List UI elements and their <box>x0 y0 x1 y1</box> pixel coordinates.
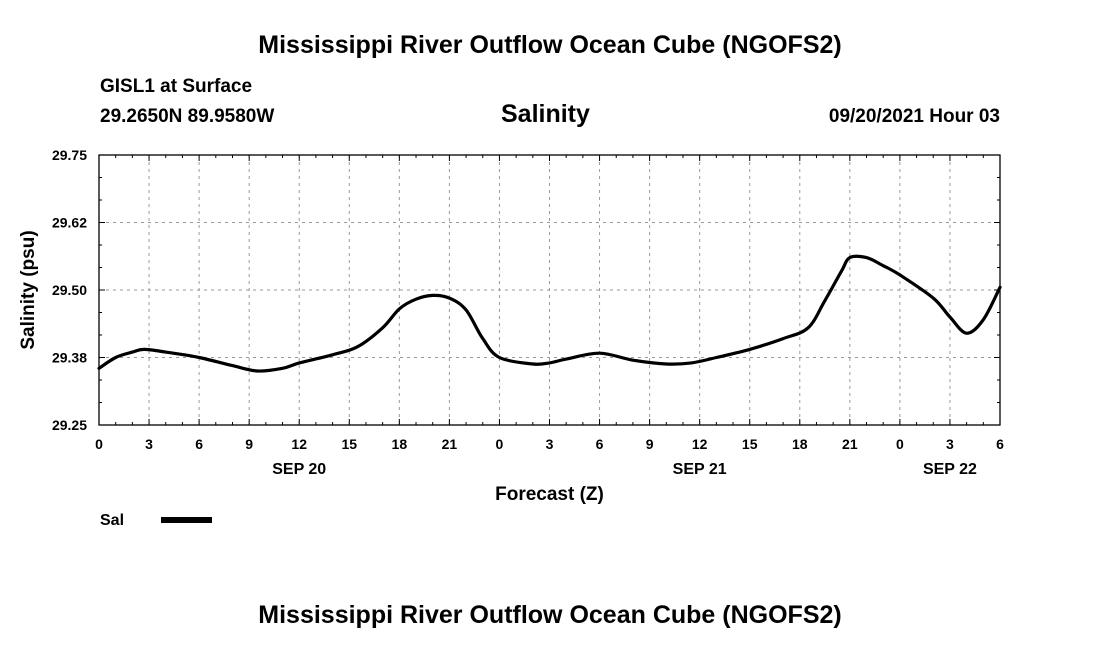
x-tick-label: 15 <box>742 436 758 452</box>
x-tick-label: 15 <box>341 436 357 452</box>
x-tick-label: 6 <box>195 436 203 452</box>
station-label: GISL1 at Surface <box>100 76 253 97</box>
station-coordinates: 29.2650N 89.9580W <box>100 106 275 127</box>
footer-title: Mississippi River Outflow Ocean Cube (NG… <box>258 601 842 629</box>
legend-label: Sal <box>100 512 124 529</box>
x-tick-label: 3 <box>946 436 954 452</box>
x-tick-label: 6 <box>596 436 604 452</box>
x-tick-label: 9 <box>646 436 654 452</box>
x-tick-label: 9 <box>245 436 253 452</box>
y-tick-label: 29.38 <box>52 350 87 366</box>
x-tick-label: 0 <box>496 436 504 452</box>
x-axis-title: Forecast (Z) <box>495 484 604 505</box>
y-axis-title: Salinity (psu) <box>18 230 39 349</box>
series-line-sal <box>97 254 1002 373</box>
y-tick-label: 29.25 <box>52 417 87 433</box>
x-tick-label: 18 <box>792 436 808 452</box>
plot-title: Salinity <box>501 100 590 128</box>
date-label: SEP 22 <box>923 461 977 478</box>
x-tick-label: 0 <box>896 436 904 452</box>
x-tick-label: 0 <box>95 436 103 452</box>
date-label: SEP 21 <box>673 461 727 478</box>
y-tick-label: 29.75 <box>52 147 87 163</box>
x-tick-label: 18 <box>392 436 408 452</box>
x-tick-label: 21 <box>442 436 458 452</box>
forecast-timestamp: 09/20/2021 Hour 03 <box>828 106 1000 127</box>
y-tick-label: 29.50 <box>52 282 87 298</box>
x-tick-label: 3 <box>145 436 153 452</box>
x-tick-label: 6 <box>996 436 1004 452</box>
x-tick-label: 3 <box>546 436 554 452</box>
chart-title: Mississippi River Outflow Ocean Cube (NG… <box>258 31 842 59</box>
x-tick-label: 12 <box>692 436 708 452</box>
date-label: SEP 20 <box>272 461 326 478</box>
x-tick-label: 21 <box>842 436 858 452</box>
x-tick-label: 12 <box>291 436 307 452</box>
y-tick-label: 29.62 <box>52 215 87 231</box>
